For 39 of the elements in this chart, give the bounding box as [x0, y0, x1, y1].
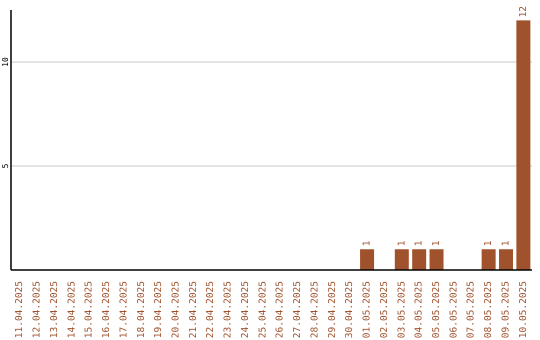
x-tick-label: 08.05.2025	[483, 281, 494, 338]
x-tick-label: 30.04.2025	[344, 281, 356, 338]
data-label: 1	[483, 240, 494, 246]
x-tick-label: 28.04.2025	[309, 281, 320, 338]
x-tick-label: 09.05.2025	[500, 281, 512, 338]
y-tick-label: 10	[1, 57, 10, 67]
x-tick-label: 20.04.2025	[170, 281, 182, 338]
x-tick-label: 18.04.2025	[136, 281, 147, 338]
x-tick-label: 05.05.2025	[430, 281, 442, 338]
x-tick-label: 29.04.2025	[326, 281, 338, 338]
x-tick-label: 03.05.2025	[396, 281, 408, 338]
data-label: 1	[431, 240, 442, 246]
x-tick-label: 13.04.2025	[48, 281, 60, 338]
data-label: 1	[500, 240, 512, 246]
y-tick-label: 5	[1, 163, 10, 168]
x-tick-label: 24.04.2025	[240, 281, 251, 338]
data-label: 1	[396, 240, 408, 246]
data-label: 1	[362, 240, 373, 246]
x-tick-label: 22.04.2025	[205, 281, 216, 338]
x-tick-label: 19.04.2025	[153, 281, 164, 338]
x-tick-label: 12.04.2025	[32, 281, 43, 338]
data-label: 12	[518, 6, 529, 18]
x-tick-label: 11.04.2025	[14, 281, 26, 338]
x-tick-label: 26.04.2025	[274, 281, 286, 338]
x-tick-label: 16.04.2025	[101, 281, 112, 338]
x-tick-label: 17.04.2025	[118, 281, 130, 338]
x-tick-label: 23.04.2025	[222, 281, 234, 338]
x-tick-label: 14.04.2025	[66, 281, 78, 338]
x-tick-label: 27.04.2025	[292, 281, 304, 338]
x-tick-label: 25.04.2025	[257, 281, 268, 338]
x-tick-label: 01.05.2025	[362, 281, 373, 338]
x-tick-label: 06.05.2025	[448, 281, 460, 338]
data-label: 1	[414, 240, 425, 246]
x-tick-label: 15.04.2025	[84, 281, 95, 338]
x-tick-label: 07.05.2025	[466, 281, 477, 338]
x-tick-label: 02.05.2025	[378, 281, 390, 338]
x-tick-label: 10.05.2025	[518, 281, 529, 338]
x-tick-label: 04.05.2025	[414, 281, 425, 338]
x-tick-label: 21.04.2025	[188, 281, 199, 338]
